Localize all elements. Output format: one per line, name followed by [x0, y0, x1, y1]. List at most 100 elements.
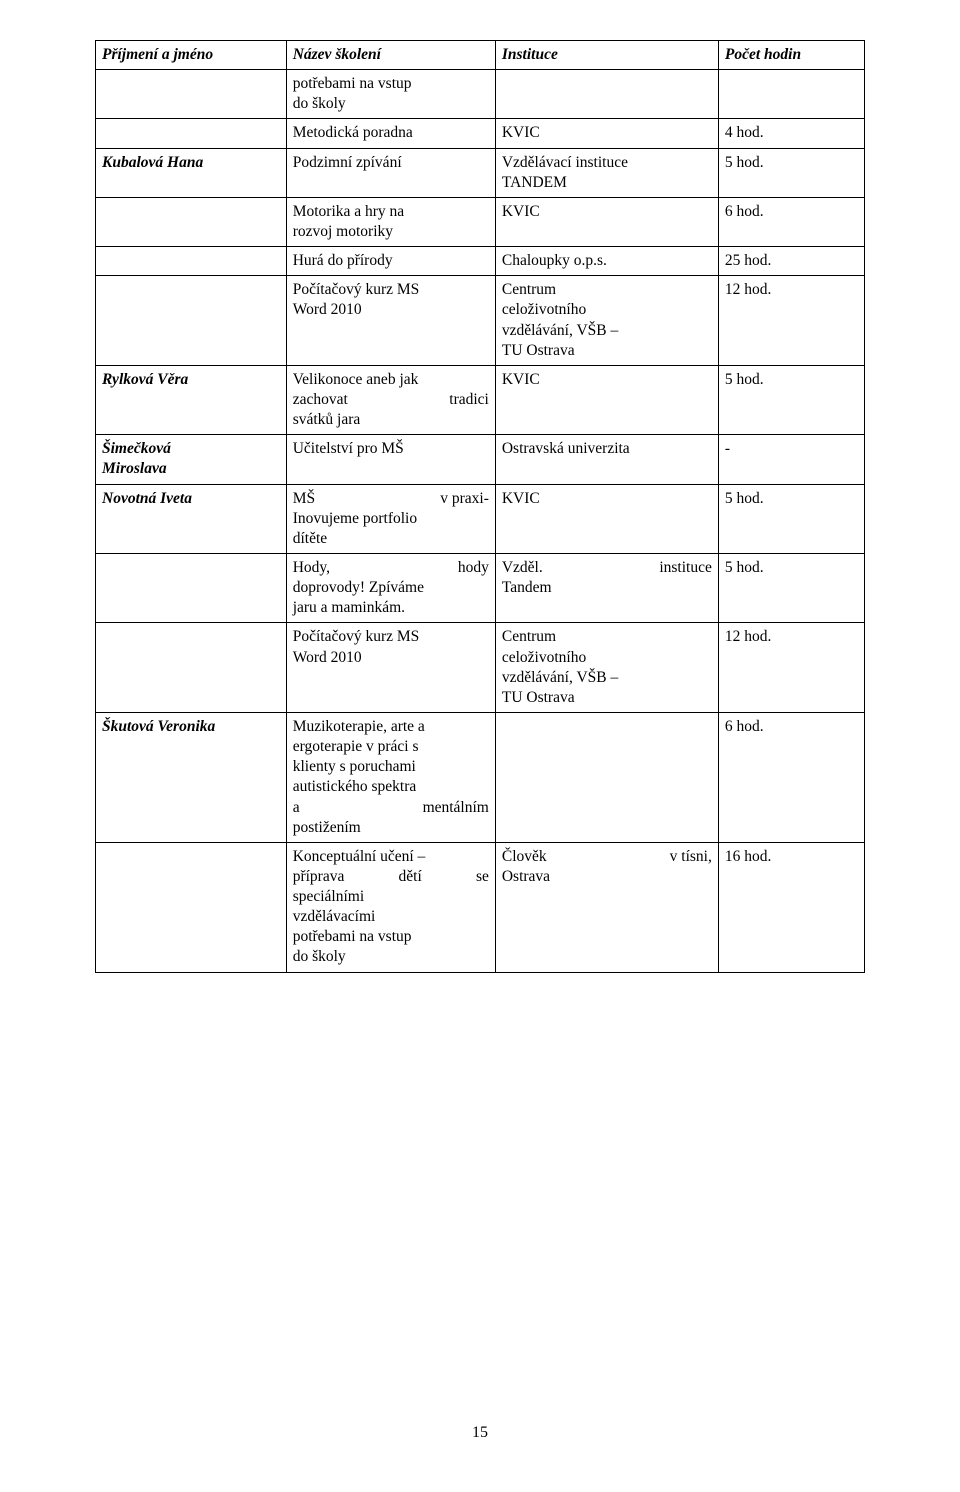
text: postižením	[293, 818, 489, 838]
cell	[495, 70, 718, 119]
cell: 5 hod.	[718, 553, 864, 622]
text: potřebami na vstup	[293, 927, 412, 947]
cell	[96, 842, 287, 972]
text: doprovody! Zpíváme	[293, 578, 424, 598]
text: Word 2010	[293, 300, 489, 320]
cell: KVIC	[495, 365, 718, 434]
cell: KVIC	[495, 197, 718, 246]
text: hody	[458, 558, 489, 578]
text: Muzikoterapie, arte a	[293, 717, 425, 737]
cell: Vzdělávací instituce TANDEM	[495, 148, 718, 197]
text: Inovujeme portfolio	[293, 509, 417, 529]
cell: Konceptuální učení – přípravadětíse spec…	[286, 842, 495, 972]
header-name: Příjmení a jméno	[96, 41, 287, 70]
text: TANDEM	[502, 173, 712, 193]
text: Člověk	[502, 847, 547, 867]
cell	[718, 70, 864, 119]
table-row: Počítačový kurz MS Word 2010 Centrum cel…	[96, 623, 865, 713]
cell: Podzimní zpívání	[286, 148, 495, 197]
cell	[96, 623, 287, 713]
header-hours: Počet hodin	[718, 41, 864, 70]
person-name: Šimečková Miroslava	[96, 435, 287, 484]
text: příprava	[293, 867, 345, 887]
cell: Hody,hody doprovody! Zpíváme jaru a mami…	[286, 553, 495, 622]
cell: 12 hod.	[718, 623, 864, 713]
text: instituce	[659, 558, 712, 578]
text: Centrum	[502, 280, 712, 300]
text: svátků jara	[293, 410, 489, 430]
cell: Muzikoterapie, arte a ergoterapie v prác…	[286, 712, 495, 842]
table-row: Novotná Iveta MŠv praxi- Inovujeme portf…	[96, 484, 865, 553]
text: tradici	[449, 390, 489, 410]
person-name: Škutová Veronika	[96, 712, 287, 842]
cell: 5 hod.	[718, 365, 864, 434]
table-row: Konceptuální učení – přípravadětíse spec…	[96, 842, 865, 972]
table-row: Kubalová Hana Podzimní zpívání Vzdělávac…	[96, 148, 865, 197]
cell: Centrum celoživotního vzdělávání, VŠB – …	[495, 276, 718, 366]
text: Miroslava	[102, 459, 280, 479]
cell: 4 hod.	[718, 119, 864, 148]
cell: Počítačový kurz MS Word 2010	[286, 623, 495, 713]
table-row: Motorika a hry na rozvoj motoriky KVIC 6…	[96, 197, 865, 246]
cell: Motorika a hry na rozvoj motoriky	[286, 197, 495, 246]
table-row: Hurá do přírody Chaloupky o.p.s. 25 hod.	[96, 247, 865, 276]
table-row: Metodická poradna KVIC 4 hod.	[96, 119, 865, 148]
text: vzdělávání, VŠB –	[502, 668, 618, 688]
text: do školy	[293, 94, 489, 114]
cell: Počítačový kurz MS Word 2010	[286, 276, 495, 366]
text: klienty s poruchami	[293, 757, 416, 777]
table-row: Škutová Veronika Muzikoterapie, arte a e…	[96, 712, 865, 842]
text: a	[293, 798, 300, 818]
cell	[96, 276, 287, 366]
cell: Hurá do přírody	[286, 247, 495, 276]
table-row: potřebami na vstup do školy	[96, 70, 865, 119]
text: vzdělávacími	[293, 907, 489, 927]
cell: potřebami na vstup do školy	[286, 70, 495, 119]
table-row: Rylková Věra Velikonoce aneb jak zachova…	[96, 365, 865, 434]
cell: 12 hod.	[718, 276, 864, 366]
text: autistického spektra	[293, 777, 417, 797]
text: TU Ostrava	[502, 341, 712, 361]
text: Počítačový kurz MS	[293, 280, 420, 300]
cell: Metodická poradna	[286, 119, 495, 148]
text: potřebami na vstup	[293, 74, 412, 94]
cell	[96, 119, 287, 148]
cell: KVIC	[495, 119, 718, 148]
text: dětí	[399, 867, 422, 887]
text: jaru a maminkám.	[293, 598, 489, 618]
cell: 5 hod.	[718, 484, 864, 553]
cell: Centrum celoživotního vzdělávání, VŠB – …	[495, 623, 718, 713]
page-number: 15	[0, 1424, 960, 1442]
cell: Vzděl.instituce Tandem	[495, 553, 718, 622]
cell: 6 hod.	[718, 712, 864, 842]
table-row: Počítačový kurz MS Word 2010 Centrum cel…	[96, 276, 865, 366]
text: Vzdělávací instituce	[502, 153, 628, 173]
text: v praxi-	[440, 489, 489, 509]
table-row: Hody,hody doprovody! Zpíváme jaru a mami…	[96, 553, 865, 622]
cell: Ostravská univerzita	[495, 435, 718, 484]
text: Velikonoce aneb jak	[293, 370, 419, 390]
table-header-row: Příjmení a jméno Název školení Instituce…	[96, 41, 865, 70]
text: Šimečková	[102, 439, 280, 459]
text: se	[476, 867, 489, 887]
text: do školy	[293, 947, 489, 967]
cell: Člověkv tísni, Ostrava	[495, 842, 718, 972]
training-table: Příjmení a jméno Název školení Instituce…	[95, 40, 865, 973]
header-training: Název školení	[286, 41, 495, 70]
text: rozvoj motoriky	[293, 222, 489, 242]
cell: Chaloupky o.p.s.	[495, 247, 718, 276]
text: Počítačový kurz MS	[293, 627, 420, 647]
cell: 5 hod.	[718, 148, 864, 197]
cell	[96, 197, 287, 246]
page: Příjmení a jméno Název školení Instituce…	[0, 0, 960, 1492]
text: vzdělávání, VŠB –	[502, 321, 618, 341]
cell	[495, 712, 718, 842]
text: Ostrava	[502, 867, 712, 887]
cell: Učitelství pro MŠ	[286, 435, 495, 484]
cell	[96, 553, 287, 622]
cell: -	[718, 435, 864, 484]
header-institution: Instituce	[495, 41, 718, 70]
cell: 16 hod.	[718, 842, 864, 972]
person-name: Kubalová Hana	[96, 148, 287, 197]
text: MŠ	[293, 489, 315, 509]
